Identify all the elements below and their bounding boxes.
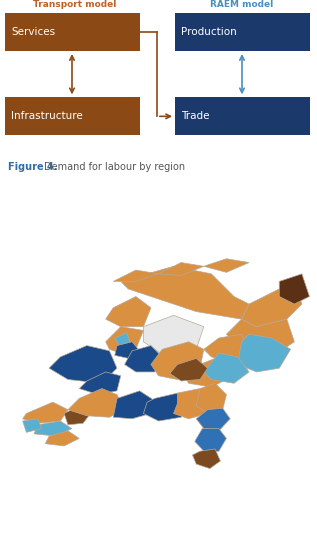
Polygon shape (204, 334, 249, 364)
Polygon shape (125, 346, 162, 372)
Polygon shape (23, 402, 68, 423)
Bar (5, 13, 140, 51)
Polygon shape (113, 270, 158, 281)
Bar (5, 98, 140, 135)
Polygon shape (195, 429, 226, 451)
Polygon shape (45, 431, 79, 446)
Polygon shape (151, 342, 204, 380)
Polygon shape (121, 266, 249, 319)
Polygon shape (181, 357, 238, 387)
Polygon shape (196, 383, 226, 414)
Text: Services: Services (11, 27, 55, 37)
Text: Transport model: Transport model (33, 0, 117, 9)
Polygon shape (68, 389, 125, 417)
Text: Trade: Trade (181, 111, 210, 121)
Text: Infrastructure: Infrastructure (11, 111, 83, 121)
Polygon shape (192, 449, 220, 469)
Bar (175, 13, 310, 51)
Text: RAEM model: RAEM model (210, 0, 274, 9)
Polygon shape (204, 259, 249, 272)
Polygon shape (106, 327, 143, 353)
Polygon shape (64, 406, 91, 425)
Text: Figure 4.: Figure 4. (8, 162, 57, 172)
Polygon shape (23, 419, 42, 432)
Polygon shape (242, 281, 302, 327)
Polygon shape (115, 342, 139, 358)
Polygon shape (226, 319, 294, 357)
Polygon shape (113, 391, 155, 419)
Polygon shape (279, 274, 309, 304)
Polygon shape (49, 346, 117, 383)
Polygon shape (106, 296, 151, 327)
Polygon shape (238, 334, 291, 372)
Polygon shape (34, 421, 72, 436)
Polygon shape (196, 408, 230, 431)
Polygon shape (143, 393, 189, 421)
Bar (175, 98, 310, 135)
Polygon shape (143, 315, 204, 357)
Text: Demand for labour by region: Demand for labour by region (44, 162, 185, 172)
Polygon shape (174, 389, 215, 419)
Text: Production: Production (181, 27, 237, 37)
Polygon shape (79, 372, 121, 395)
Polygon shape (170, 358, 208, 381)
Polygon shape (115, 333, 130, 346)
Polygon shape (204, 353, 249, 383)
Polygon shape (158, 262, 204, 275)
